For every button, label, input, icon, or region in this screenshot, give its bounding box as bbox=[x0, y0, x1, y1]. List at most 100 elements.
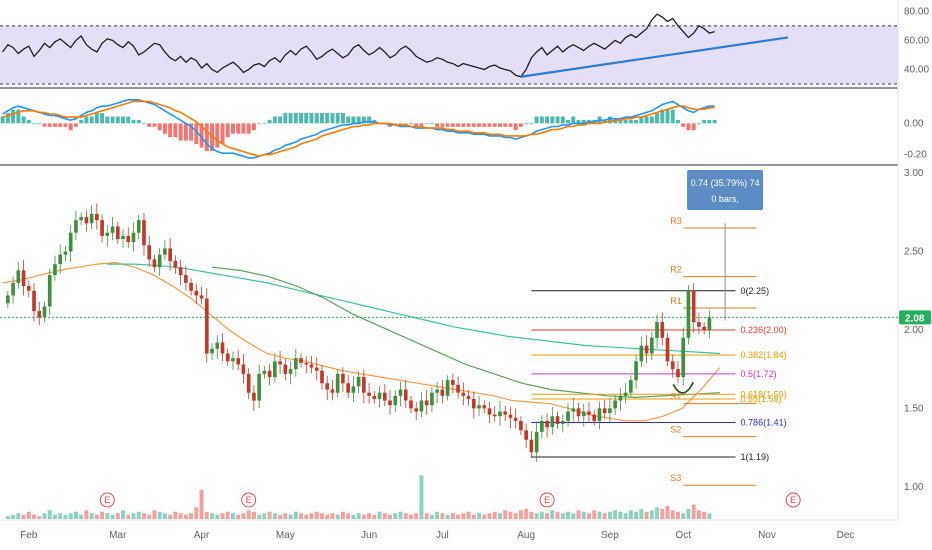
earnings-marker[interactable] bbox=[785, 492, 801, 508]
rsi-trendline[interactable] bbox=[520, 36, 789, 78]
volume-bar bbox=[639, 508, 644, 519]
candle-body bbox=[519, 420, 523, 431]
macd-histogram-bar bbox=[21, 116, 26, 124]
macd-histogram-bar bbox=[173, 123, 178, 138]
earnings-marker-label: E bbox=[544, 495, 550, 505]
volume-bar bbox=[173, 511, 178, 519]
candle-body bbox=[655, 322, 659, 338]
macd-histogram-bar bbox=[236, 123, 241, 134]
candle-body bbox=[597, 408, 602, 421]
candle-body bbox=[424, 400, 429, 406]
macd-histogram-bar bbox=[702, 119, 707, 124]
macd-histogram-bar bbox=[408, 123, 413, 125]
candle-body bbox=[110, 226, 115, 233]
curve-annotation[interactable] bbox=[672, 382, 695, 394]
macd-panel[interactable]: 0.00 -0.20 bbox=[0, 99, 928, 161]
volume-bar bbox=[272, 513, 277, 519]
volume-bar bbox=[299, 513, 304, 519]
macd-histogram-bar bbox=[445, 123, 450, 127]
macd-histogram-bar bbox=[204, 123, 209, 151]
candle-body bbox=[670, 361, 675, 370]
volume-bar bbox=[115, 513, 120, 519]
macd-histogram-bar bbox=[220, 123, 225, 145]
volume-bar bbox=[398, 511, 403, 519]
fibonacci-level-label: 0.618(1.59) bbox=[741, 389, 787, 399]
candle-body bbox=[47, 275, 52, 307]
macd-histogram-bar bbox=[319, 113, 324, 124]
earnings-marker[interactable] bbox=[241, 492, 257, 508]
candle-body bbox=[534, 431, 539, 453]
volume-bar bbox=[340, 511, 345, 519]
candle-body bbox=[634, 361, 638, 381]
candle-body bbox=[42, 306, 47, 318]
macd-histogram-bar bbox=[5, 113, 10, 124]
macd-histogram-bar bbox=[524, 123, 529, 125]
volume-bar bbox=[597, 511, 602, 519]
volume-bar bbox=[246, 510, 251, 519]
volume-bar bbox=[335, 514, 340, 519]
candle-body bbox=[288, 369, 293, 374]
price-axis-tick-label: 1.50 bbox=[904, 403, 924, 414]
volume-bar bbox=[628, 510, 633, 519]
macd-histogram-bar bbox=[660, 109, 665, 124]
pivot-level-label: R1 bbox=[670, 296, 682, 306]
price-panel[interactable]: 0(2.25) 0.236(2.00) 0.382(1.84) 0.5(1.72) 0.… bbox=[0, 168, 931, 519]
candle-body bbox=[362, 377, 366, 393]
macd-histogram-bar bbox=[262, 123, 267, 125]
macd-histogram-bar bbox=[100, 113, 105, 124]
candle-body bbox=[356, 377, 361, 387]
volume-bar bbox=[141, 513, 146, 519]
volume-bar bbox=[230, 513, 235, 519]
volume-bar bbox=[377, 511, 382, 519]
macd-histogram-bar bbox=[686, 123, 691, 131]
volume-bar bbox=[367, 513, 372, 519]
macd-histogram-bar bbox=[52, 123, 57, 127]
candle-body bbox=[592, 414, 597, 421]
candle-body bbox=[173, 260, 178, 268]
volume-bar bbox=[283, 513, 288, 519]
macd-histogram-bar bbox=[194, 123, 199, 145]
candle-body bbox=[540, 420, 544, 432]
macd-histogram-bar bbox=[545, 116, 550, 124]
macd-histogram-bar bbox=[105, 116, 110, 124]
volume-bar bbox=[534, 513, 539, 519]
earnings-marker[interactable] bbox=[99, 492, 115, 508]
macd-histogram-bar bbox=[539, 116, 544, 124]
time-axis[interactable]: Feb Mar Apr May Jun Jul Aug Sep Oct Nov Dec bbox=[20, 530, 854, 541]
candle-body bbox=[241, 364, 246, 374]
measure-tool[interactable]: 0.74 (35.79%) 74 0 bars, bbox=[687, 170, 764, 321]
pivot-level-label: R2 bbox=[670, 265, 682, 275]
volume-bar bbox=[482, 514, 487, 519]
candle-body bbox=[367, 392, 371, 396]
candle-body bbox=[58, 254, 63, 265]
macd-histogram-bar bbox=[581, 119, 586, 124]
time-axis-tick-label: Mar bbox=[109, 530, 127, 541]
time-axis-tick-label: Nov bbox=[758, 530, 776, 541]
candle-body bbox=[126, 235, 131, 243]
earnings-marker[interactable] bbox=[539, 492, 555, 508]
macd-histogram-bar bbox=[299, 113, 304, 124]
candle-body bbox=[246, 373, 251, 393]
candle-body bbox=[68, 232, 73, 252]
pivot-level-label: S2 bbox=[670, 425, 681, 435]
volume-bar bbox=[84, 510, 89, 519]
macd-histogram-bar bbox=[94, 113, 99, 124]
rsi-panel[interactable]: 80.00 60.00 40.00 bbox=[0, 6, 929, 85]
candle-body bbox=[142, 220, 146, 246]
macd-histogram-bar bbox=[131, 119, 136, 124]
macd-histogram-bar bbox=[675, 119, 680, 124]
candle-body bbox=[147, 245, 152, 260]
volume-bar bbox=[330, 513, 335, 519]
candle-body bbox=[372, 395, 377, 399]
candle-body bbox=[26, 286, 31, 291]
volume-bar bbox=[696, 510, 701, 519]
macd-histogram-bar bbox=[115, 116, 120, 124]
volume-bar bbox=[189, 513, 194, 519]
candle-body bbox=[639, 345, 644, 362]
macd-histogram-bar bbox=[555, 116, 560, 124]
candle-body bbox=[6, 295, 10, 304]
macd-histogram-bar bbox=[440, 123, 445, 127]
candle-body bbox=[435, 389, 439, 393]
candle-body bbox=[524, 430, 528, 440]
